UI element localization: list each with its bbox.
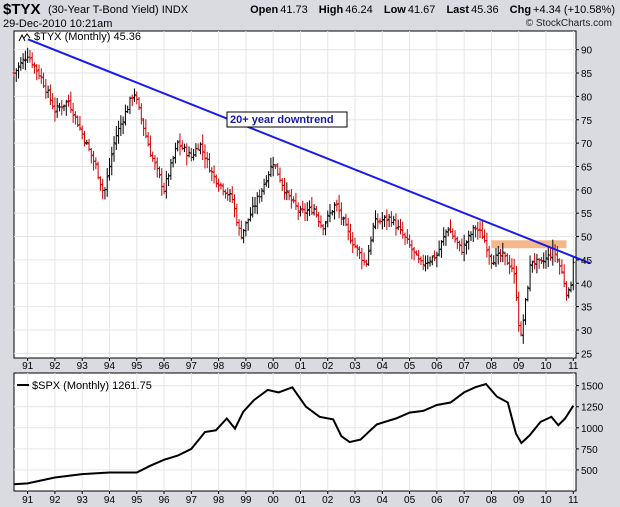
spx-xtick-label: 93 [77,495,89,506]
spx-ytick-label: 1000 [581,424,604,435]
tyx-legend [18,33,31,42]
spx-xtick-label: 92 [49,495,61,506]
price-xtick-label: 02 [322,361,334,372]
price-ytick-label: 45 [581,256,593,267]
price-ytick-label: 90 [581,46,593,57]
spx-xtick-label: 06 [431,495,443,506]
low-label: Low [383,4,406,16]
spx-xtick-label: 00 [268,495,280,506]
open-value: 41.73 [280,4,308,16]
high-label: High [318,4,344,16]
price-xtick-label: 09 [513,361,525,372]
price-xtick-label: 94 [104,361,116,372]
price-xtick-label: 05 [404,361,416,372]
price-xtick-label: 96 [158,361,170,372]
price-ytick-label: 85 [581,69,593,80]
last-label: Last [446,4,470,16]
spx-xtick-label: 01 [295,495,307,506]
price-xtick-label: 06 [431,361,443,372]
price-xtick-label: 03 [349,361,361,372]
chg-label: Chg [509,4,532,16]
low-value: 41.67 [407,4,436,16]
price-ytick-label: 35 [581,303,593,314]
price-ytick-label: 25 [581,349,593,360]
price-ytick-label: 70 [581,139,593,150]
price-xtick-label: 07 [459,361,471,372]
price-xtick-label: 08 [486,361,498,372]
spx-xtick-label: 91 [22,495,34,506]
spx-xtick-label: 97 [186,495,198,506]
price-ytick-label: 50 [581,233,593,244]
price-xtick-label: 93 [77,361,89,372]
price-ytick-label: 80 [581,92,593,103]
spx-line [13,382,575,486]
price-ytick-label: 40 [581,279,593,290]
spx-xtick-label: 11 [568,495,579,506]
price-xtick-label: 99 [240,361,252,372]
price-xtick-label: 00 [268,361,280,372]
price-xtick-label: 04 [377,361,389,372]
spx-xtick-label: 09 [513,495,525,506]
price-xtick-label: 11 [568,361,579,372]
downtrend-line [27,38,591,265]
description-text: (30-Year T-Bond Yield) [48,4,159,16]
spx-ytick-label: 1500 [581,382,604,393]
price-xtick-label: 95 [131,361,143,372]
spx-ytick-label: 750 [581,445,598,456]
chg-value: +4.34 (+10.58%) [533,4,615,16]
price-xtick-label: 92 [49,361,61,372]
spx-xtick-label: 02 [322,495,334,506]
price-ytick-label: 65 [581,162,593,173]
last-value: 45.36 [471,4,499,16]
spx-xtick-label: 94 [104,495,116,506]
spx-xtick-label: 96 [158,495,170,506]
spx-xtick-label: 03 [349,495,361,506]
annotation-box [226,111,348,128]
high-value: 46.24 [345,4,373,16]
chart-date: 29-Dec-2010 10:21am [3,18,113,30]
annotation-text: 20+ year downtrend [230,114,334,126]
price-xtick-label: 97 [186,361,198,372]
spx-xtick-label: 05 [404,495,416,506]
spx-xtick-label: 99 [240,495,252,506]
spx-legend-text: $SPX (Monthly) 1261.75 [32,380,152,392]
spx-xtick-label: 95 [131,495,143,506]
price-xtick-label: 10 [540,361,552,372]
tyx-legend-text: $TYX (Monthly) 45.36 [34,31,141,43]
spx-xtick-label: 10 [540,495,552,506]
exchange-label: INDX [161,4,189,16]
price-ytick-label: 30 [581,326,593,337]
spx-xtick-label: 98 [213,495,225,506]
open-label: Open [250,4,279,16]
copyright: © StockCharts.com [525,18,612,29]
spx-xtick-label: 07 [459,495,471,506]
symbol-description: (30-Year T-Bond Yield) INDX [48,4,188,16]
resistance-band [491,240,567,249]
spx-ytick-label: 500 [581,466,598,477]
spx-xtick-label: 04 [377,495,389,506]
price-ytick-label: 75 [581,116,593,127]
spx-ytick-label: 1250 [581,403,604,414]
price-xtick-label: 98 [213,361,225,372]
price-ytick-label: 60 [581,186,593,197]
price-ytick-label: 55 [581,209,593,220]
spx-xtick-label: 08 [486,495,498,506]
chart-header: $TYX (30-Year T-Bond Yield) INDX 29-Dec-… [0,0,620,32]
quote-summary: Open 41.73 High 46.24 Low 41.67 Last 45.36 C… [250,4,615,16]
price-xtick-label: 01 [295,361,307,372]
price-xtick-label: 91 [22,361,34,372]
ohlc-legend-icon [18,33,31,42]
symbol-title: $TYX [3,1,41,18]
ohlc-bars [12,47,575,344]
